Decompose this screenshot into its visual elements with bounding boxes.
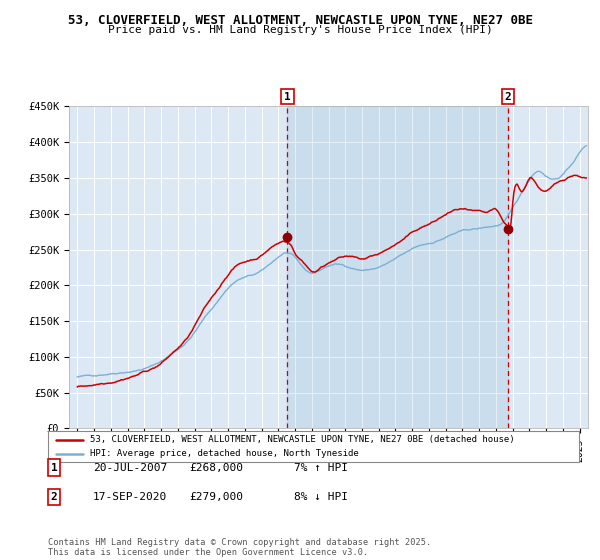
Text: 20-JUL-2007: 20-JUL-2007 bbox=[93, 463, 167, 473]
Text: 7% ↑ HPI: 7% ↑ HPI bbox=[294, 463, 348, 473]
Text: 1: 1 bbox=[50, 463, 58, 473]
Text: £279,000: £279,000 bbox=[189, 492, 243, 502]
Text: 8% ↓ HPI: 8% ↓ HPI bbox=[294, 492, 348, 502]
Text: 2: 2 bbox=[505, 92, 511, 101]
Text: Contains HM Land Registry data © Crown copyright and database right 2025.
This d: Contains HM Land Registry data © Crown c… bbox=[48, 538, 431, 557]
Text: 2: 2 bbox=[50, 492, 58, 502]
Text: Price paid vs. HM Land Registry's House Price Index (HPI): Price paid vs. HM Land Registry's House … bbox=[107, 25, 493, 35]
Text: 53, CLOVERFIELD, WEST ALLOTMENT, NEWCASTLE UPON TYNE, NE27 0BE: 53, CLOVERFIELD, WEST ALLOTMENT, NEWCAST… bbox=[67, 14, 533, 27]
Text: 1: 1 bbox=[284, 92, 291, 101]
Text: 17-SEP-2020: 17-SEP-2020 bbox=[93, 492, 167, 502]
Text: 53, CLOVERFIELD, WEST ALLOTMENT, NEWCASTLE UPON TYNE, NE27 0BE (detached house): 53, CLOVERFIELD, WEST ALLOTMENT, NEWCAST… bbox=[91, 435, 515, 444]
Text: £268,000: £268,000 bbox=[189, 463, 243, 473]
Text: HPI: Average price, detached house, North Tyneside: HPI: Average price, detached house, Nort… bbox=[91, 449, 359, 458]
Bar bbox=[287, 106, 508, 428]
